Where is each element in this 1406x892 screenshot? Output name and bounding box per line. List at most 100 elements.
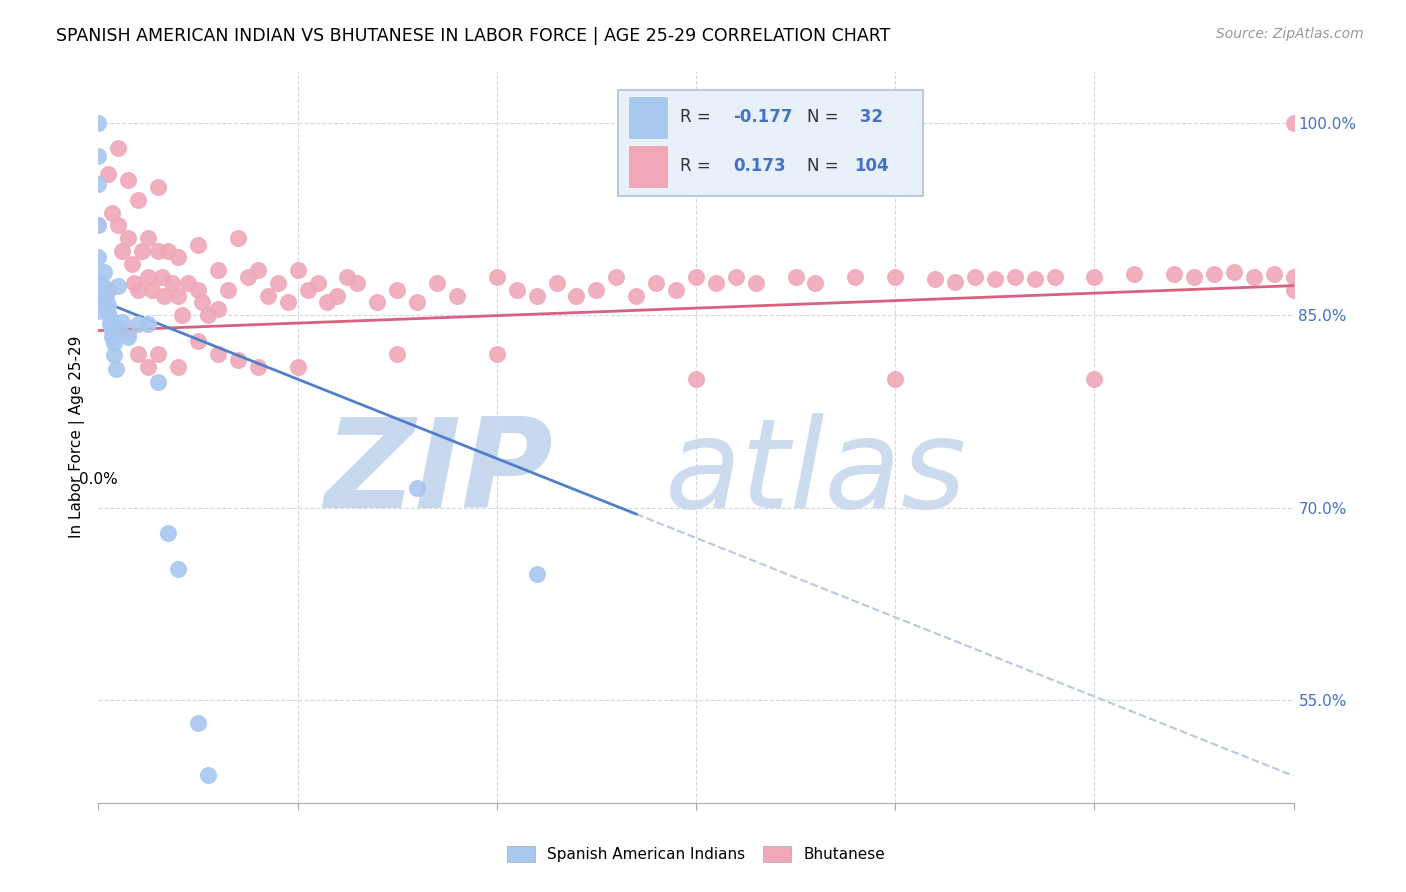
Point xyxy=(1282,283,1305,297)
Text: R =: R = xyxy=(681,158,717,176)
Point xyxy=(150,269,173,284)
Point xyxy=(187,716,209,731)
Point xyxy=(117,330,139,344)
Point xyxy=(97,305,120,319)
Point xyxy=(665,283,688,297)
Point xyxy=(485,346,508,360)
Point xyxy=(217,283,239,297)
Point xyxy=(1282,269,1305,284)
Point xyxy=(963,269,986,284)
FancyBboxPatch shape xyxy=(628,145,668,188)
Point xyxy=(107,278,129,293)
Point xyxy=(87,275,110,289)
Point xyxy=(87,219,110,233)
Point xyxy=(565,289,588,303)
Point xyxy=(236,269,259,284)
Point xyxy=(207,263,229,277)
Point xyxy=(87,251,110,265)
Point xyxy=(87,178,110,192)
Point xyxy=(87,149,110,163)
Point xyxy=(316,295,339,310)
Point xyxy=(1243,269,1265,284)
Point xyxy=(267,276,290,290)
Point xyxy=(426,276,449,290)
Point xyxy=(191,295,214,310)
Point xyxy=(98,317,122,331)
Point xyxy=(277,295,299,310)
Point xyxy=(1004,269,1026,284)
Point xyxy=(626,289,648,303)
Point xyxy=(645,276,668,290)
Point xyxy=(187,334,209,348)
Point xyxy=(136,231,159,245)
Point xyxy=(336,269,359,284)
Point xyxy=(526,567,548,582)
Point xyxy=(167,289,190,303)
Point xyxy=(485,269,508,284)
Point xyxy=(136,359,159,374)
Point xyxy=(172,308,194,322)
FancyBboxPatch shape xyxy=(628,95,668,139)
Point xyxy=(103,348,125,362)
Point xyxy=(385,346,409,360)
Point xyxy=(246,263,269,277)
Point xyxy=(406,295,429,310)
Point xyxy=(924,272,946,286)
Text: N =: N = xyxy=(807,158,844,176)
Point xyxy=(111,315,134,329)
Point xyxy=(107,219,129,233)
Point xyxy=(385,283,409,297)
Point xyxy=(1163,267,1185,281)
Point xyxy=(167,359,190,374)
Point xyxy=(136,269,159,284)
Point xyxy=(745,276,768,290)
Point xyxy=(148,179,170,194)
Point xyxy=(246,359,269,374)
Point xyxy=(207,346,229,360)
Point xyxy=(1043,269,1066,284)
Point xyxy=(177,276,200,290)
Text: SPANISH AMERICAN INDIAN VS BHUTANESE IN LABOR FORCE | AGE 25-29 CORRELATION CHAR: SPANISH AMERICAN INDIAN VS BHUTANESE IN … xyxy=(56,27,890,45)
Point xyxy=(1182,269,1205,284)
Point xyxy=(157,526,180,541)
Point xyxy=(127,283,149,297)
Point xyxy=(111,244,134,258)
Point xyxy=(1024,272,1046,286)
Point xyxy=(256,289,278,303)
Point xyxy=(136,317,159,331)
Text: 32: 32 xyxy=(853,109,883,127)
Point xyxy=(97,283,120,297)
Point xyxy=(506,283,529,297)
Point xyxy=(724,269,747,284)
Text: 0.0%: 0.0% xyxy=(79,472,118,487)
Point xyxy=(148,375,170,389)
Point xyxy=(124,276,146,290)
Point xyxy=(526,289,548,303)
Point xyxy=(131,244,153,258)
Point xyxy=(153,289,176,303)
Point xyxy=(1223,264,1246,278)
Text: 0.173: 0.173 xyxy=(733,158,786,176)
Point xyxy=(87,293,110,307)
Text: ZIP: ZIP xyxy=(323,413,553,534)
Point xyxy=(546,276,568,290)
Point xyxy=(446,289,468,303)
Point xyxy=(197,767,219,781)
Point xyxy=(105,362,128,376)
Point xyxy=(87,304,110,318)
Text: Source: ZipAtlas.com: Source: ZipAtlas.com xyxy=(1216,27,1364,41)
Point xyxy=(1123,267,1146,281)
Point xyxy=(884,269,907,284)
Point xyxy=(685,269,707,284)
Point xyxy=(187,283,209,297)
Point xyxy=(107,141,129,155)
Point xyxy=(97,167,120,181)
Point xyxy=(366,295,388,310)
Point xyxy=(93,280,115,294)
Point xyxy=(585,283,607,297)
Point xyxy=(1263,267,1285,281)
Point xyxy=(287,263,309,277)
Point xyxy=(101,330,124,344)
Text: 104: 104 xyxy=(853,158,889,176)
Point xyxy=(207,301,229,316)
